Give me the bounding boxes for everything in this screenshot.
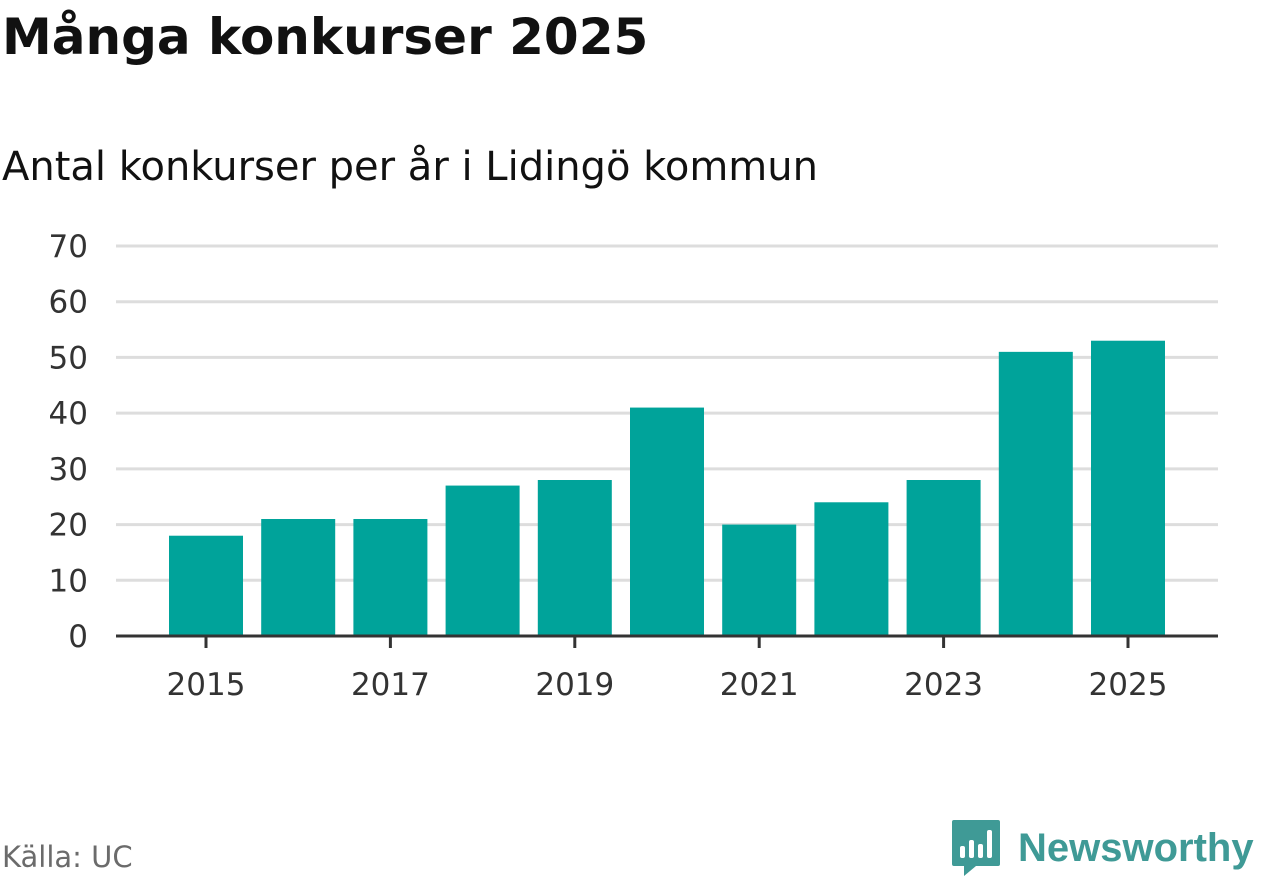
bar-chart: 0 10 20 30 40 50 60 70 2015 2017 2019 2021 2023 2025 bbox=[49, 229, 1218, 703]
y-tick-label: 60 bbox=[49, 285, 88, 321]
bar-2021 bbox=[722, 524, 797, 636]
bar-2017 bbox=[353, 519, 428, 636]
bar-2018 bbox=[445, 485, 520, 636]
x-tick-label: 2019 bbox=[535, 667, 614, 703]
chart-subtitle: Antal konkurser per år i Lidingö kommun bbox=[2, 144, 818, 190]
bar-2024 bbox=[998, 351, 1073, 636]
y-tick-label: 50 bbox=[49, 340, 88, 376]
x-tick-label: 2025 bbox=[1089, 667, 1168, 703]
brand[interactable]: Newsworthy bbox=[950, 818, 1254, 878]
brand-name[interactable]: Newsworthy bbox=[1018, 825, 1254, 870]
y-tick-label: 20 bbox=[49, 508, 88, 544]
source-note: Källa: UC bbox=[2, 840, 133, 874]
y-axis-ticks: 0 10 20 30 40 50 60 70 bbox=[49, 229, 88, 655]
x-tick-label: 2017 bbox=[351, 667, 430, 703]
bar-2016 bbox=[261, 519, 336, 636]
x-axis: 2015 2017 2019 2021 2023 2025 bbox=[116, 634, 1218, 703]
bar-2025 bbox=[1091, 340, 1165, 636]
bar-2020 bbox=[630, 407, 704, 636]
chart-title: Många konkurser 2025 bbox=[2, 8, 649, 66]
x-tick-label: 2023 bbox=[904, 667, 983, 703]
x-tick-label: 2021 bbox=[720, 667, 799, 703]
x-tick-label: 2015 bbox=[167, 667, 246, 703]
bar-2019 bbox=[537, 480, 612, 636]
bar-2023 bbox=[906, 480, 981, 636]
newsworthy-logo-icon bbox=[952, 820, 1000, 876]
y-tick-label: 40 bbox=[49, 396, 88, 432]
y-tick-label: 0 bbox=[68, 619, 88, 655]
y-tick-label: 70 bbox=[49, 229, 88, 265]
bars bbox=[169, 340, 1165, 636]
bar-2022 bbox=[814, 502, 889, 636]
y-tick-label: 10 bbox=[49, 563, 88, 599]
y-tick-label: 30 bbox=[49, 452, 88, 488]
bar-2015 bbox=[169, 535, 243, 636]
